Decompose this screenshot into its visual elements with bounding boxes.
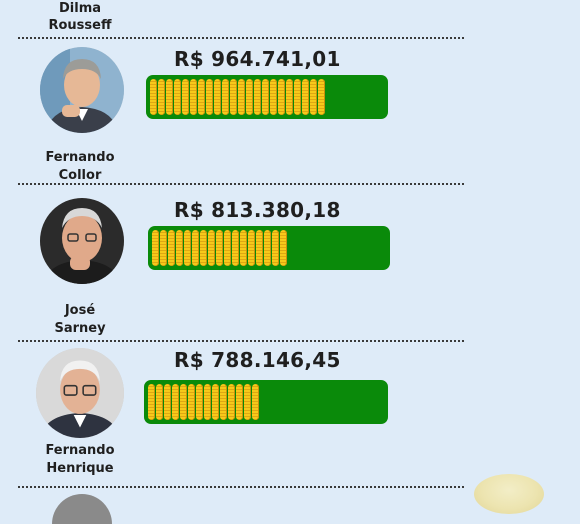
coin-icon (272, 230, 279, 266)
coin-icon (192, 230, 199, 266)
coin-icon (220, 384, 227, 420)
coin-icon (278, 79, 285, 115)
previous-entry-first-name: Dilma (58, 1, 102, 16)
coin-icon (248, 230, 255, 266)
divider (18, 486, 464, 488)
portrait-image (40, 47, 124, 133)
coin-icon (182, 79, 189, 115)
ranking-entry: Fernando Collor R$ 964.741,01 (0, 47, 580, 197)
coin-icon (270, 79, 277, 115)
coin-icon (158, 79, 165, 115)
ranking-entry: José Sarney R$ 813.380,18 (0, 198, 580, 348)
coin-icon (188, 384, 195, 420)
entry-last-name: Sarney (54, 321, 106, 336)
divider (18, 37, 464, 39)
coin-icon (184, 230, 191, 266)
coin-icon (254, 79, 261, 115)
coin-icon (264, 230, 271, 266)
coin-fill (152, 230, 290, 266)
coin-icon (318, 79, 325, 115)
coin-icon (208, 230, 215, 266)
previous-entry-name: Dilma Rousseff (40, 0, 120, 34)
entry-name: Fernando Collor (36, 149, 124, 185)
divider (18, 340, 464, 342)
coin-icon (204, 384, 211, 420)
coin-icon (236, 384, 243, 420)
coin-icon (262, 79, 269, 115)
coin-icon (212, 384, 219, 420)
coin-icon (206, 79, 213, 115)
previous-entry-last-name: Rousseff (48, 18, 112, 33)
coin-icon (294, 79, 301, 115)
coin-icon (280, 230, 287, 266)
coin-icon (214, 79, 221, 115)
coin-icon (310, 79, 317, 115)
coin-fill (148, 384, 266, 420)
coin-icon (180, 384, 187, 420)
coin-icon (176, 230, 183, 266)
portrait-photo (36, 348, 124, 438)
coin-icon (150, 79, 157, 115)
coin-icon (256, 230, 263, 266)
coin-icon (156, 384, 163, 420)
entry-first-name: José (64, 303, 96, 318)
coin-icon (222, 79, 229, 115)
coin-icon (232, 230, 239, 266)
entry-name: Fernando Henrique (36, 442, 124, 478)
coin-icon (238, 79, 245, 115)
entry-last-name: Henrique (46, 461, 114, 476)
coin-icon (168, 230, 175, 266)
coin-icon (240, 230, 247, 266)
coin-icon (200, 230, 207, 266)
divider (18, 183, 464, 185)
coin-icon (196, 384, 203, 420)
coin-icon (246, 79, 253, 115)
coin-icon (160, 230, 167, 266)
amount-label: R$ 813.380,18 (174, 198, 341, 222)
amount-label: R$ 964.741,01 (174, 47, 341, 71)
coin-fill (150, 79, 326, 115)
coin-icon (148, 384, 155, 420)
coin-icon (166, 79, 173, 115)
gold-coin-stack-icon (474, 474, 544, 514)
coin-icon (230, 79, 237, 115)
coin-icon (172, 384, 179, 420)
coin-icon (244, 384, 251, 420)
coin-icon (198, 79, 205, 115)
entry-first-name: Fernando (45, 443, 115, 458)
amount-label: R$ 788.146,45 (174, 348, 341, 372)
amount-bar (146, 75, 388, 119)
portrait-photo (40, 47, 124, 133)
coin-icon (286, 79, 293, 115)
coin-icon (164, 384, 171, 420)
ranking-entry: Fernando Henrique R$ 788.146,45 (0, 348, 580, 498)
coin-icon (152, 230, 159, 266)
coin-icon (174, 79, 181, 115)
coin-icon (302, 79, 309, 115)
coin-icon (252, 384, 259, 420)
entry-first-name: Fernando (45, 150, 115, 165)
coin-icon (190, 79, 197, 115)
portrait-image (40, 198, 124, 284)
entry-name: José Sarney (36, 302, 124, 338)
coin-icon (224, 230, 231, 266)
portrait-photo (40, 198, 124, 284)
amount-bar (148, 226, 390, 270)
coin-icon (216, 230, 223, 266)
entry-last-name: Collor (58, 168, 102, 183)
coin-icon (228, 384, 235, 420)
next-portrait-photo (52, 494, 112, 524)
amount-bar (144, 380, 388, 424)
portrait-image (36, 348, 124, 438)
